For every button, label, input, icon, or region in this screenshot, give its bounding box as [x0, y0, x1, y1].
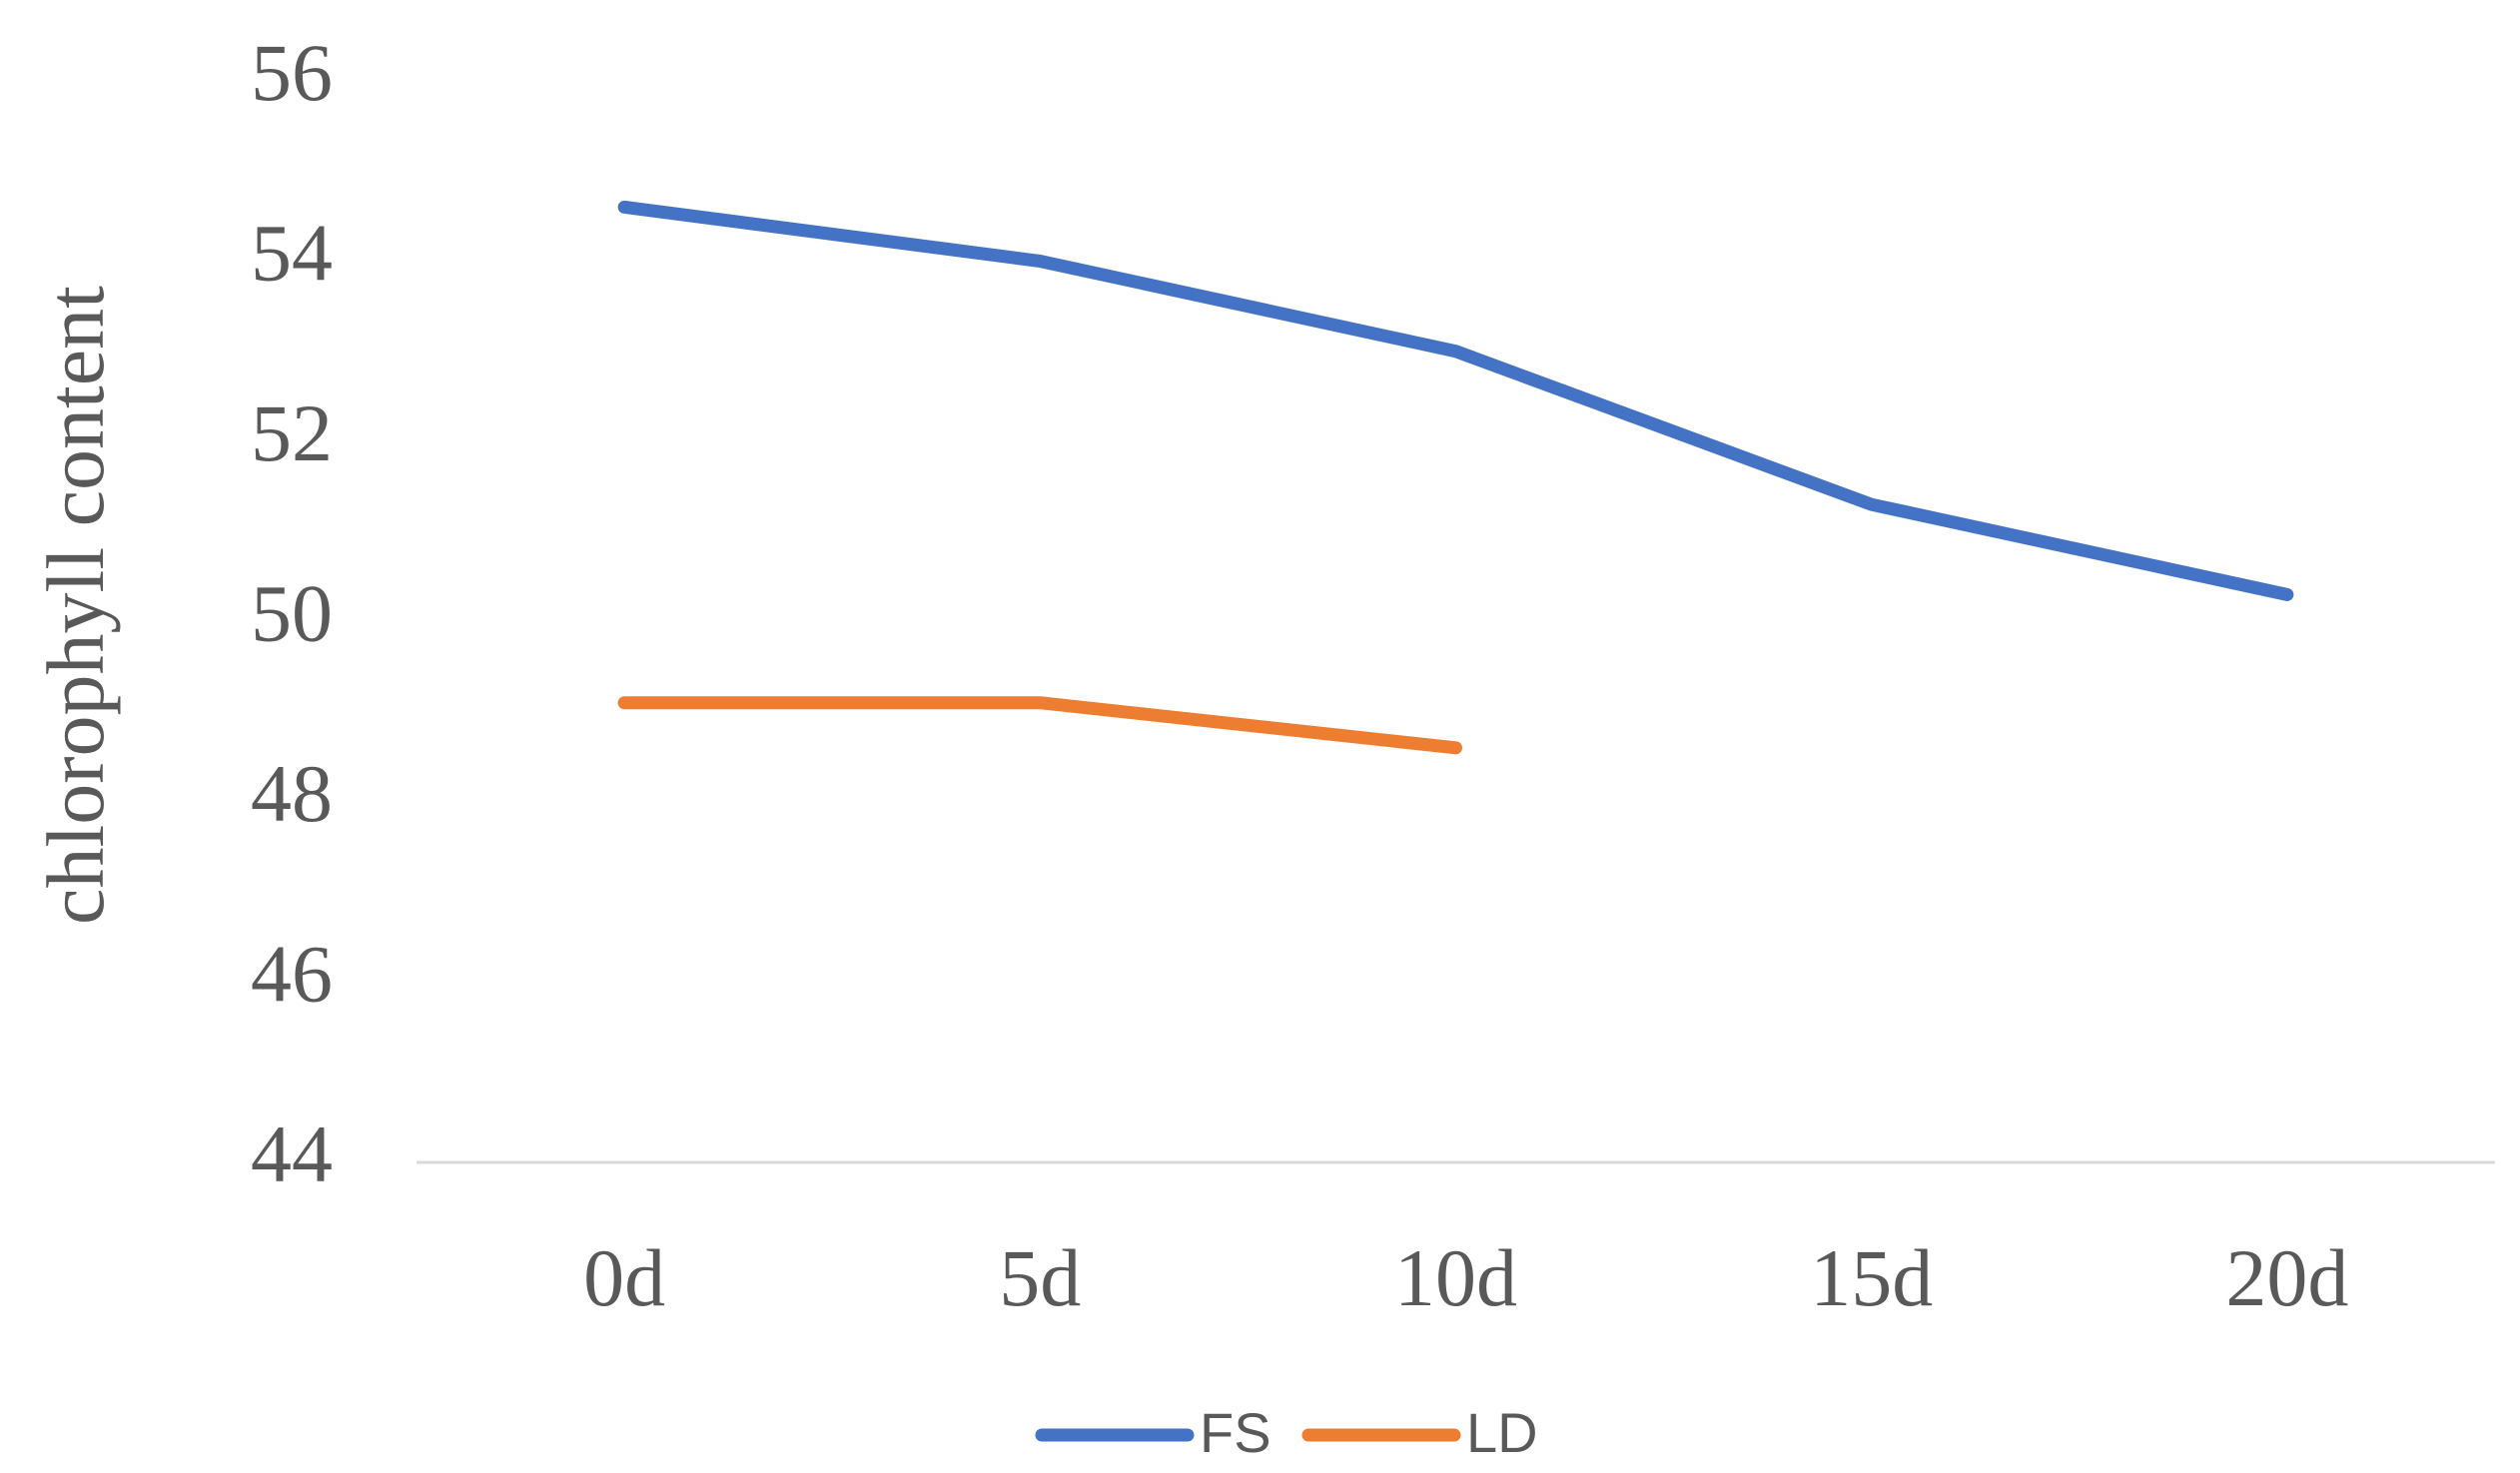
data-line: [617, 200, 2294, 601]
x-tick-label: 10d: [1394, 1232, 1517, 1323]
x-tick-label: 5d: [999, 1232, 1081, 1323]
x-tick-label: 0d: [583, 1232, 665, 1323]
x-tick-label: 20d: [2225, 1232, 2348, 1323]
y-tick-label: 54: [251, 207, 333, 298]
y-tick-label: 56: [251, 27, 333, 118]
legend-label: LD: [1466, 1401, 1538, 1464]
y-tick-label: 50: [251, 567, 333, 658]
y-tick-label: 48: [251, 748, 333, 839]
y-tick-label: 46: [251, 928, 333, 1019]
legend-label: FS: [1200, 1401, 1271, 1464]
y-tick-label: 44: [251, 1108, 333, 1199]
y-axis-title: chlorophyll content: [30, 286, 121, 925]
data-line: [617, 696, 1462, 755]
x-tick-label: 15d: [1810, 1232, 1933, 1323]
y-tick-label: 52: [251, 387, 333, 478]
